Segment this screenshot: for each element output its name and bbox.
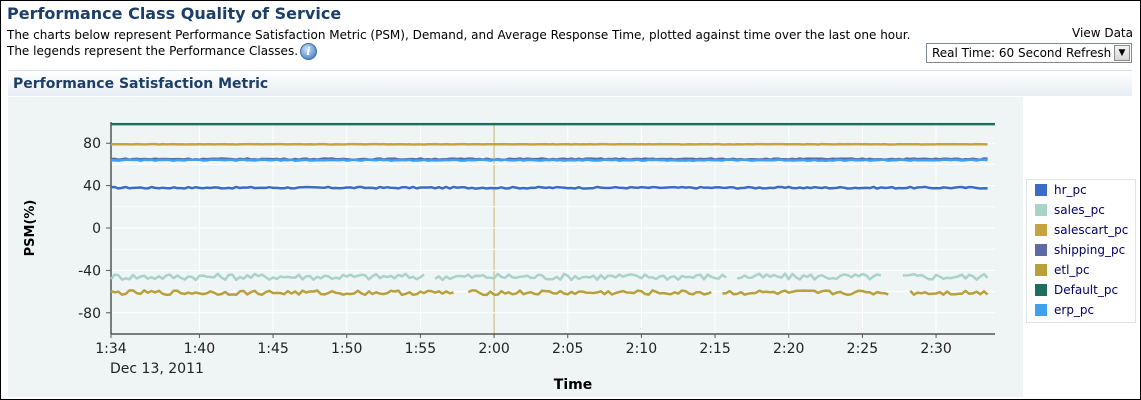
legend-label: hr_pc <box>1054 183 1087 197</box>
legend-swatch <box>1035 204 1047 216</box>
legend-swatch <box>1035 304 1047 316</box>
x-tick-label: 1:55 <box>405 341 436 357</box>
y-tick-label: 40 <box>83 179 101 195</box>
legend-label: erp_pc <box>1054 303 1095 317</box>
legend-item-erp_pc: erp_pc <box>1035 303 1094 319</box>
description-line-2: The legends represent the Performance Cl… <box>7 44 299 58</box>
legend-label: salescart_pc <box>1054 223 1129 237</box>
legend-swatch <box>1035 284 1047 296</box>
section-title: Performance Satisfaction Metric <box>13 76 269 92</box>
chevron-down-icon[interactable]: ▼ <box>1114 45 1130 61</box>
x-tick-label: 1:50 <box>331 341 362 357</box>
x-tick-label: 1:45 <box>257 341 288 357</box>
series-line-etl_pc <box>110 289 989 297</box>
series-line-salescart_pc <box>110 142 988 146</box>
x-tick-label: 2:10 <box>626 341 657 357</box>
legend-swatch <box>1035 224 1047 236</box>
x-tick-label: 2:15 <box>699 341 730 357</box>
legend-swatch <box>1035 184 1047 196</box>
legend-item-hr_pc: hr_pc <box>1035 183 1087 199</box>
legend-label: shipping_pc <box>1054 243 1126 257</box>
legend-label: etl_pc <box>1054 263 1090 277</box>
x-tick-label: 2:05 <box>552 341 583 357</box>
page-description: The charts below represent Performance S… <box>7 28 910 60</box>
legend-item-etl_pc: etl_pc <box>1035 263 1090 279</box>
page-title: Performance Class Quality of Service <box>7 4 342 23</box>
section-header: Performance Satisfaction Metric <box>8 70 1132 96</box>
y-tick-label: -40 <box>78 263 101 279</box>
chart-background <box>8 97 1023 397</box>
legend-item-sales_pc: sales_pc <box>1035 203 1105 219</box>
view-data-select[interactable]: Real Time: 60 Second Refresh ▼ <box>926 43 1132 63</box>
chart-legend: hr_pc sales_pc salescart_pc shipping_pc etl_… <box>1026 179 1136 323</box>
legend-item-shipping_pc: shipping_pc <box>1035 243 1125 259</box>
x-tick-label: 2:30 <box>920 341 951 357</box>
x-tick-label: 2:25 <box>847 341 878 357</box>
legend-item-salescart_pc: salescart_pc <box>1035 223 1128 239</box>
info-icon[interactable]: i <box>300 43 318 60</box>
x-tick-label: 2:00 <box>478 341 509 357</box>
legend-item-Default_pc: Default_pc <box>1035 283 1118 299</box>
view-data-label: View Data <box>1072 26 1133 40</box>
description-line-1: The charts below represent Performance S… <box>7 28 911 42</box>
psm-line-chart: 80 40 0 -40 -80 1:34 1:40 1:45 1:50 1:55 2:00 2:05 2… <box>23 121 995 393</box>
legend-label: Default_pc <box>1054 283 1119 297</box>
y-tick-label: -80 <box>78 306 101 322</box>
legend-swatch <box>1035 264 1047 276</box>
series-line-hr_pc <box>110 185 988 190</box>
y-tick-label: 0 <box>92 221 101 237</box>
series-line-sales_pc <box>110 272 989 282</box>
x-date-label: Dec 13, 2011 <box>110 361 204 377</box>
x-tick-label: 2:20 <box>773 341 804 357</box>
view-data-selected-value: Real Time: 60 Second Refresh <box>932 46 1112 60</box>
series-line-erp_pc <box>110 158 988 162</box>
y-axis-title: PSM(%) <box>23 200 38 257</box>
x-tick-label: 1:40 <box>184 341 215 357</box>
legend-label: sales_pc <box>1054 203 1105 217</box>
x-tick-label: 1:34 <box>95 341 127 357</box>
x-axis-title: Time <box>554 377 592 393</box>
legend-swatch <box>1035 244 1047 256</box>
y-tick-label: 80 <box>83 136 101 152</box>
